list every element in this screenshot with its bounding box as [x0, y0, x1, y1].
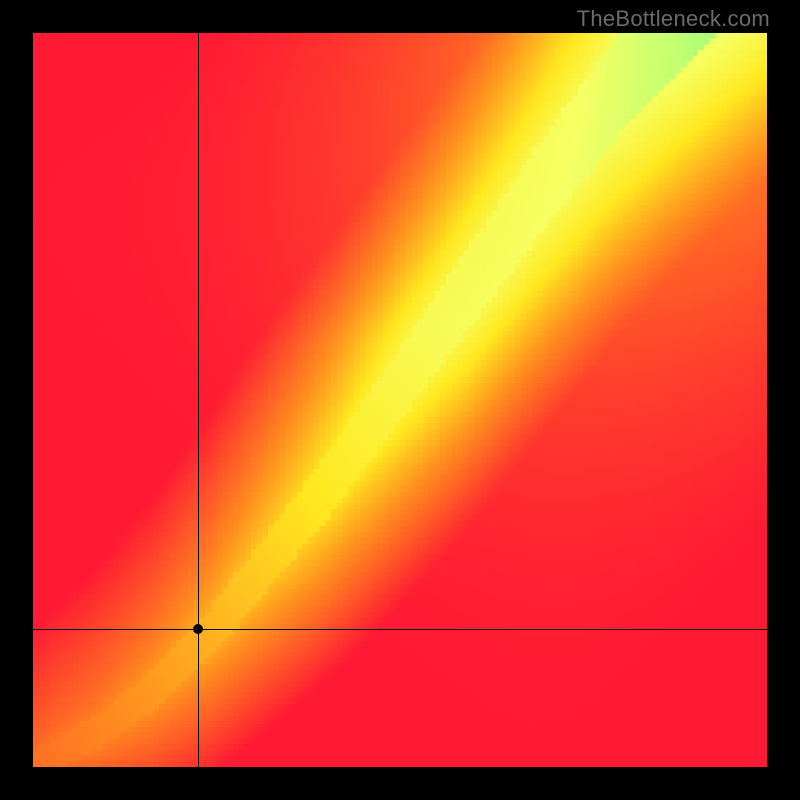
- plot-area: [33, 33, 767, 767]
- crosshair-horizontal: [33, 629, 767, 630]
- watermark-text: TheBottleneck.com: [577, 6, 770, 32]
- crosshair-vertical: [198, 33, 199, 767]
- heatmap-canvas: [33, 33, 767, 767]
- marker-dot: [193, 624, 203, 634]
- chart-container: TheBottleneck.com: [0, 0, 800, 800]
